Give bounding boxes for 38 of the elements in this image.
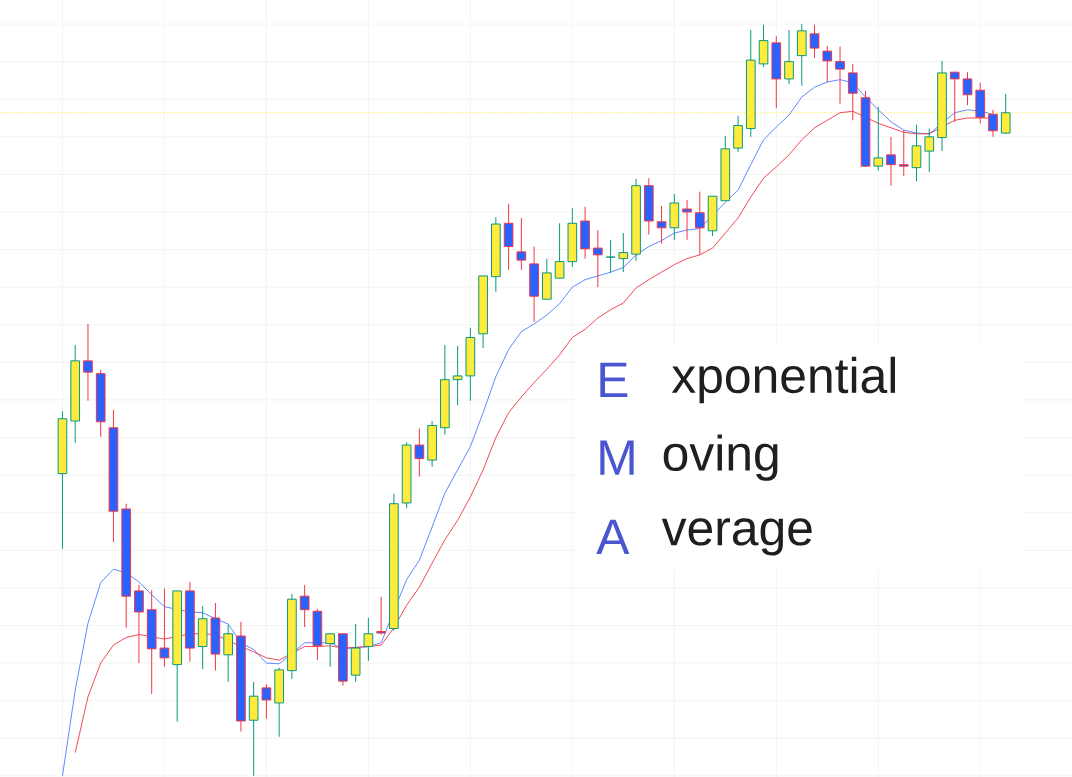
candlestick <box>299 584 310 628</box>
candlestick <box>898 129 909 177</box>
candlestick <box>873 106 884 172</box>
candlestick <box>733 115 743 153</box>
candlestick <box>694 191 705 256</box>
candlestick <box>363 617 374 662</box>
candlestick <box>822 45 833 83</box>
candlestick <box>503 203 514 271</box>
annotation: E <box>600 362 628 398</box>
candlestick <box>376 596 386 636</box>
candlestick <box>758 24 769 68</box>
candlestick <box>618 232 629 273</box>
candlestick <box>911 124 922 182</box>
candlestick <box>605 239 616 274</box>
candlestick <box>809 24 820 59</box>
candlestick <box>886 136 896 187</box>
candlestick <box>223 624 233 683</box>
candlestick <box>784 29 794 85</box>
candlestick <box>159 588 170 668</box>
annotation: xponential <box>671 356 896 404</box>
candlestick <box>592 229 603 288</box>
candlestick <box>414 428 425 478</box>
candlestick <box>924 128 935 173</box>
candlestick <box>656 205 667 245</box>
annotation: oving <box>663 434 778 481</box>
annotation: verage <box>661 518 812 556</box>
candlestick <box>325 632 335 668</box>
candlestick <box>83 323 93 402</box>
candlestick <box>452 345 463 406</box>
annotation: M <box>600 440 634 475</box>
candlestick <box>261 683 272 720</box>
annotation: A <box>596 519 630 555</box>
candlestick <box>554 222 565 279</box>
candlestick <box>962 71 973 106</box>
candlestick <box>835 46 845 105</box>
candlestick <box>682 199 692 241</box>
candlestick <box>134 584 144 664</box>
candlestick <box>516 217 527 271</box>
